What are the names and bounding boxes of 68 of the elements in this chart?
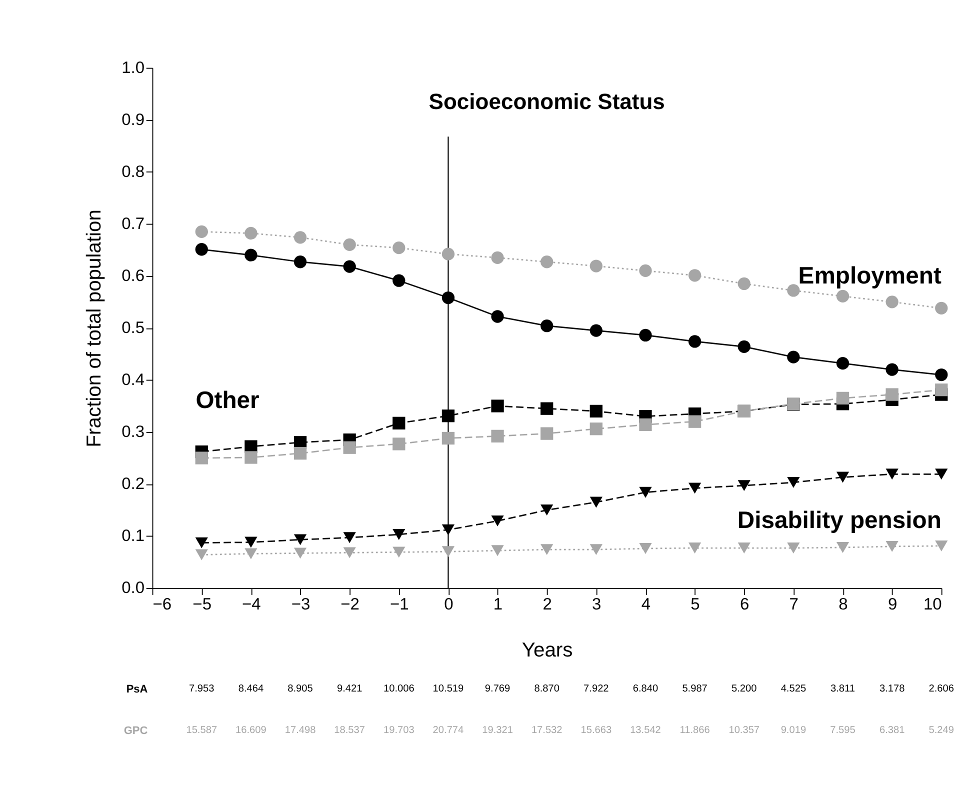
text: 9.019 xyxy=(780,725,806,736)
x-tick-label: 8 xyxy=(838,596,848,614)
x-tick-label: 6 xyxy=(740,596,750,614)
y-tick-label: 0.1 xyxy=(122,527,145,546)
x-tick-label: 7 xyxy=(789,596,798,614)
text: 18.537 xyxy=(334,725,366,736)
x-tick-label: 1 xyxy=(493,596,503,614)
annotation: Disability pension xyxy=(737,506,942,534)
x-tick-label: 9 xyxy=(888,596,898,614)
annotation: Other xyxy=(196,387,260,414)
text: 13.542 xyxy=(630,725,662,736)
y-tick-label: 0.6 xyxy=(122,266,145,285)
text: 17.498 xyxy=(284,725,316,736)
text: 11.866 xyxy=(680,725,710,736)
text: 2.606 xyxy=(928,684,954,695)
text: 19.703 xyxy=(383,725,415,736)
x-tick-label: 2 xyxy=(542,596,552,614)
x-tick-label: −2 xyxy=(340,596,360,614)
text: 7.595 xyxy=(830,725,856,736)
annotation: Employment xyxy=(798,262,942,290)
text: 8.905 xyxy=(288,684,314,695)
text: 6.381 xyxy=(879,725,906,736)
text: 7.922 xyxy=(584,684,610,695)
text: 20.774 xyxy=(432,725,464,736)
text: 7.953 xyxy=(189,684,215,695)
text: 3.178 xyxy=(879,684,906,695)
y-axis-title: Fraction of total population xyxy=(83,210,106,448)
text: 5.249 xyxy=(928,725,954,736)
text: 8.464 xyxy=(238,684,264,695)
text: PsA xyxy=(126,684,148,696)
text: GPC xyxy=(124,724,148,737)
y-tick-label: 0.2 xyxy=(122,475,145,494)
text: 17.532 xyxy=(531,725,563,736)
x-tick-label: −6 xyxy=(152,596,172,614)
x-tick-label: −1 xyxy=(390,596,409,614)
text: 19.321 xyxy=(482,725,514,736)
text: Socioeconomic Status xyxy=(428,89,665,114)
text: 10.006 xyxy=(383,684,415,695)
x-axis-title: Years xyxy=(522,639,573,662)
text: 4.525 xyxy=(780,684,806,695)
text: 15.663 xyxy=(580,725,612,736)
x-tick-label: −5 xyxy=(192,596,212,614)
text: 10.519 xyxy=(432,684,464,695)
text: 10.357 xyxy=(728,725,760,736)
text: 5.987 xyxy=(682,684,708,695)
y-tick-label: 0.0 xyxy=(122,579,145,598)
x-tick-label: 4 xyxy=(641,596,651,614)
text: 9.769 xyxy=(484,684,511,695)
x-tick-label: 5 xyxy=(690,596,700,614)
text: 5.200 xyxy=(732,684,758,695)
x-tick-label: −4 xyxy=(242,596,261,614)
x-tick-label: 0 xyxy=(444,596,454,614)
text: 8.870 xyxy=(534,684,560,695)
text: 15.587 xyxy=(186,725,218,736)
y-tick-label: 0.5 xyxy=(122,318,145,337)
y-tick-label: 0.7 xyxy=(122,214,145,233)
y-tick-label: 0.4 xyxy=(122,371,145,390)
x-tick-label: 3 xyxy=(592,596,602,614)
x-tick-label: −3 xyxy=(291,596,310,614)
text: 6.840 xyxy=(632,684,658,695)
y-tick-label: 1.0 xyxy=(122,58,145,77)
y-tick-label: 0.3 xyxy=(122,423,145,442)
y-tick-label: 0.9 xyxy=(122,110,145,129)
text: 3.811 xyxy=(830,684,856,695)
y-tick-label: 0.8 xyxy=(122,162,145,181)
x-tick-label: 10 xyxy=(923,596,942,614)
text: 9.421 xyxy=(336,684,363,695)
text: 16.609 xyxy=(236,725,267,736)
